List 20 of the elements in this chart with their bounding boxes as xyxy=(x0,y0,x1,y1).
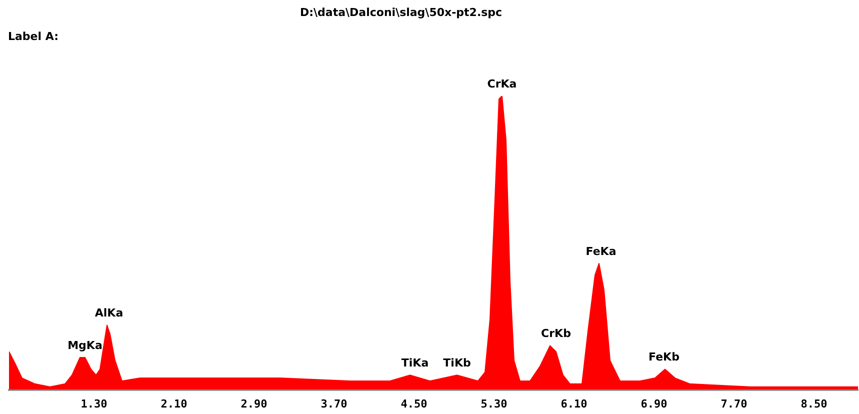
text: Label A: xyxy=(8,30,58,43)
annotation: TiKb xyxy=(443,356,471,370)
x-tick-label: 6.10 xyxy=(560,397,588,410)
x-tick-label: 3.70 xyxy=(320,397,348,410)
annotation: CrKa xyxy=(487,77,517,90)
x-tick-label: 4.50 xyxy=(400,397,428,410)
x-tick-label: 2.10 xyxy=(160,397,188,410)
chart-title: D:\data\Dalconi\slag\50x-pt2.spc xyxy=(300,6,502,19)
annotation: FeKa xyxy=(586,244,616,258)
x-tick-label: 7.70 xyxy=(720,397,748,410)
x-tick-label: 6.90 xyxy=(640,397,668,410)
annotation: AlKa xyxy=(94,306,124,320)
x-tick-label: 1.30 xyxy=(80,397,108,410)
annotation: CrKb xyxy=(541,327,572,340)
x-tick-label: 8.50 xyxy=(800,397,828,410)
annotation: MgKa xyxy=(68,338,102,352)
annotation: TiKa xyxy=(401,356,429,370)
x-tick-label: 5.30 xyxy=(480,397,508,410)
x-tick-label: 2.90 xyxy=(240,397,268,410)
annotation: FeKb xyxy=(648,350,680,364)
